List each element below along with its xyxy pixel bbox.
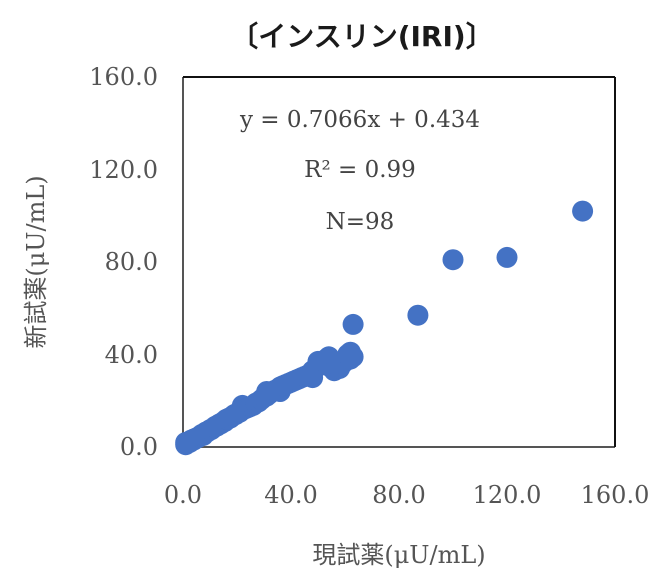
y-axis-ticks: 0.0 40.0 80.0 120.0 160.0 bbox=[89, 63, 158, 461]
data-point bbox=[442, 249, 464, 271]
y-tick-label: 80.0 bbox=[105, 248, 158, 276]
data-point bbox=[496, 246, 518, 268]
y-tick-label: 40.0 bbox=[105, 341, 158, 369]
chart-title: 〔インスリン(IRI)〕 bbox=[230, 20, 493, 53]
data-point bbox=[342, 346, 364, 368]
x-tick-label: 120.0 bbox=[473, 481, 542, 509]
data-point bbox=[407, 304, 429, 326]
y-axis-label: 新試薬(μU/mL) bbox=[22, 175, 50, 348]
x-axis-ticks: 0.0 40.0 80.0 120.0 160.0 bbox=[164, 481, 649, 509]
y-tick-label: 0.0 bbox=[120, 433, 158, 461]
y-tick-label: 120.0 bbox=[89, 156, 158, 184]
x-tick-label: 0.0 bbox=[164, 481, 202, 509]
data-point bbox=[572, 200, 594, 222]
data-point bbox=[175, 431, 197, 453]
y-tick-label: 160.0 bbox=[89, 63, 158, 91]
sample-count: N=98 bbox=[326, 209, 395, 235]
r-squared: R² = 0.99 bbox=[304, 157, 416, 183]
x-tick-label: 160.0 bbox=[581, 481, 650, 509]
regression-equation: y = 0.7066x + 0.434 bbox=[239, 107, 480, 133]
x-axis-label: 現試薬(μU/mL) bbox=[312, 541, 485, 569]
x-tick-label: 80.0 bbox=[372, 481, 425, 509]
data-point bbox=[342, 313, 364, 335]
scatter-points bbox=[175, 200, 594, 456]
x-tick-label: 40.0 bbox=[264, 481, 317, 509]
